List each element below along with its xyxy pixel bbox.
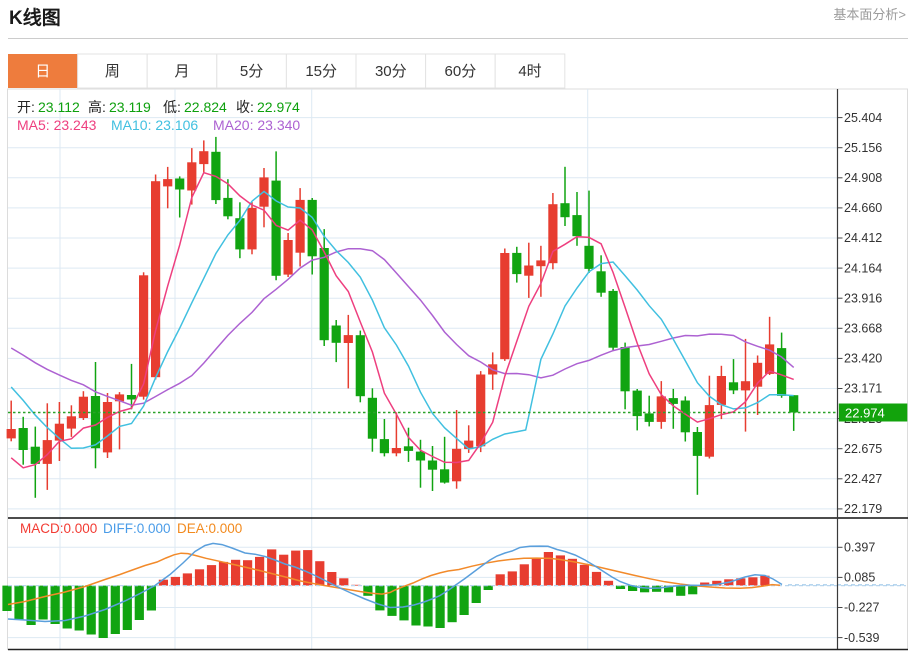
svg-text:月: 月 (174, 63, 189, 80)
svg-text:开:: 开: (17, 99, 35, 115)
svg-text:23.112: 23.112 (38, 99, 80, 115)
svg-text:MA20: 23.340: MA20: 23.340 (213, 117, 300, 133)
svg-text:MACD:0.000: MACD:0.000 (20, 521, 97, 536)
svg-text:22.824: 22.824 (184, 99, 227, 115)
svg-text:22.974: 22.974 (845, 405, 885, 420)
svg-text:24.660: 24.660 (844, 201, 882, 215)
svg-text:DEA:0.000: DEA:0.000 (177, 521, 242, 536)
svg-text:24.412: 24.412 (844, 231, 882, 245)
svg-text:高:: 高: (88, 99, 106, 115)
svg-text:24.908: 24.908 (844, 171, 882, 185)
svg-text:25.156: 25.156 (844, 141, 882, 155)
svg-text:60分: 60分 (445, 63, 477, 80)
svg-text:24.164: 24.164 (844, 261, 882, 275)
svg-text:4时: 4时 (518, 63, 541, 80)
svg-text:DIFF:0.000: DIFF:0.000 (103, 521, 171, 536)
svg-text:-0.227: -0.227 (844, 601, 879, 615)
svg-text:收:: 收: (236, 99, 254, 115)
svg-text:22.675: 22.675 (844, 442, 882, 456)
svg-text:5分: 5分 (240, 63, 263, 80)
svg-text:周: 周 (105, 63, 120, 80)
svg-text:25.404: 25.404 (844, 111, 882, 125)
svg-text:低:: 低: (163, 99, 181, 115)
svg-text:22.427: 22.427 (844, 472, 882, 486)
svg-text:-0.539: -0.539 (844, 631, 879, 645)
svg-text:MA10: 23.106: MA10: 23.106 (111, 117, 198, 133)
svg-text:23.916: 23.916 (844, 291, 882, 305)
svg-text:22.179: 22.179 (844, 502, 882, 516)
svg-text:0.085: 0.085 (844, 571, 875, 585)
svg-text:MA5: 23.243: MA5: 23.243 (17, 117, 97, 133)
svg-text:日: 日 (35, 63, 50, 80)
svg-text:30分: 30分 (375, 63, 407, 80)
svg-text:基本面分析>: 基本面分析> (833, 7, 906, 22)
svg-text:22.974: 22.974 (257, 99, 300, 115)
svg-text:23.420: 23.420 (844, 352, 882, 366)
svg-text:23.171: 23.171 (844, 382, 882, 396)
svg-text:15分: 15分 (305, 63, 337, 80)
svg-text:23.668: 23.668 (844, 322, 882, 336)
svg-text:K线图: K线图 (9, 6, 61, 29)
svg-text:0.397: 0.397 (844, 541, 875, 555)
svg-text:23.119: 23.119 (109, 99, 151, 115)
